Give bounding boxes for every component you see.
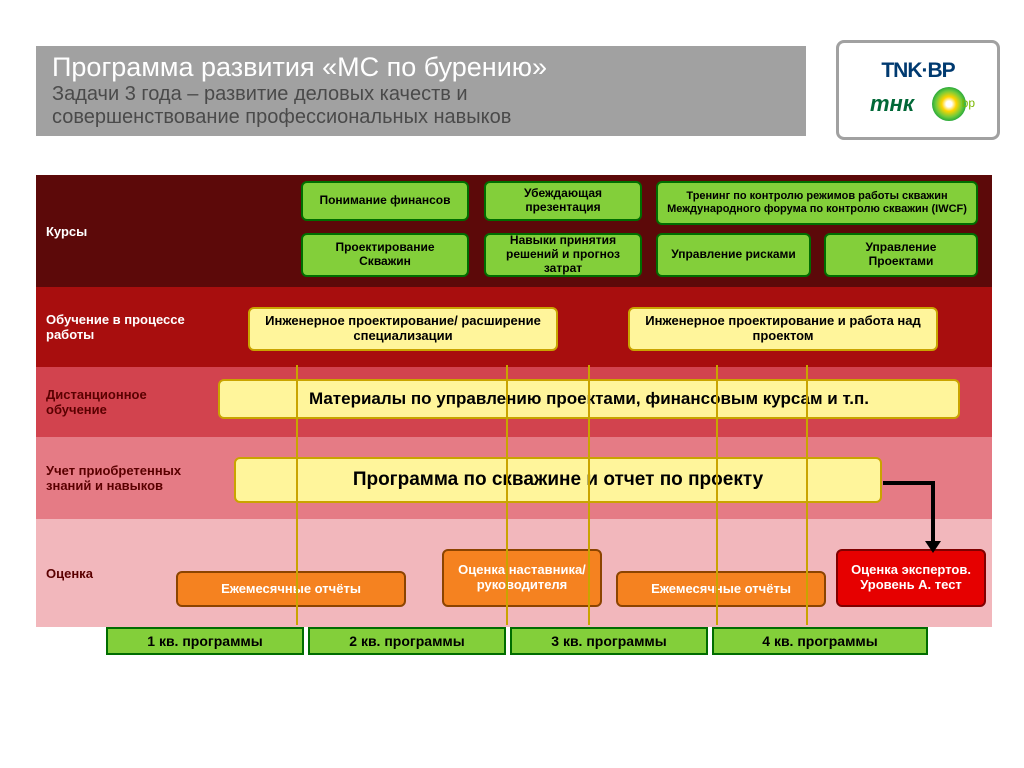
subtitle-1: Задачи 3 года – развитие деловых качеств… (52, 83, 790, 106)
subtitle-2: совершенствование профессиональных навык… (52, 106, 790, 129)
quarter-box: 1 кв. программы (106, 627, 304, 655)
row-ojt: Обучение в процессе работы Инженерное пр… (36, 287, 992, 367)
arrow-horiz (883, 481, 933, 485)
row-evaluation: Оценка Ежемесячные отчёты Оценка наставн… (36, 519, 992, 627)
quarter-box: 4 кв. программы (712, 627, 928, 655)
arrow-down (931, 481, 935, 543)
eval-box: Ежемесячные отчёты (616, 571, 826, 607)
quarter-box: 2 кв. программы (308, 627, 506, 655)
logo-top: TNK·BP (881, 59, 954, 83)
quarter-box: 3 кв. программы (510, 627, 708, 655)
connector (506, 365, 508, 625)
eval-box: Оценка наставника/ руководителя (442, 549, 602, 607)
eval-box: Ежемесячные отчёты (176, 571, 406, 607)
course-box: Понимание финансов (301, 181, 469, 221)
row-label-courses: Курсы (36, 175, 196, 287)
connector (588, 365, 590, 625)
ojt-box: Инженерное проектирование и работа над п… (628, 307, 938, 351)
course-box: Убеждающая презентация (484, 181, 642, 221)
connector (716, 365, 718, 625)
row-label-distance: Дистанционное обучение (36, 367, 196, 437)
ojt-box: Инженерное проектирование/ расширение сп… (248, 307, 558, 351)
page-title: Программа развития «МС по бурению» (52, 52, 790, 83)
row-label-ojt: Обучение в процессе работы (36, 287, 196, 367)
connector (296, 365, 298, 625)
row-courses: Курсы Понимание финансов Убеждающая през… (36, 175, 992, 287)
header-bar: Программа развития «МС по бурению» Задач… (36, 46, 806, 136)
row-knowledge: Учет приобретенных знаний и навыков Прог… (36, 437, 992, 519)
course-box: Управление рисками (656, 233, 811, 277)
logo-tnk: тнк (870, 91, 914, 117)
program-chart: Курсы Понимание финансов Убеждающая през… (36, 175, 992, 659)
course-box: Навыки принятия решений и прогноз затрат (484, 233, 642, 277)
row-quarters: 1 кв. программы 2 кв. программы 3 кв. пр… (36, 627, 992, 659)
logo-box: bp TNK·BP тнк (836, 40, 1000, 140)
course-box: Тренинг по контролю режимов работы скваж… (656, 181, 978, 225)
course-box: Управление Проектами (824, 233, 978, 277)
expert-eval-box: Оценка экспертов. Уровень А. тест (836, 549, 986, 607)
row-label-knowledge: Учет приобретенных знаний и навыков (36, 437, 196, 519)
connector (806, 365, 808, 625)
row-label-evaluation: Оценка (36, 519, 196, 627)
row-distance: Дистанционное обучение Материалы по упра… (36, 367, 992, 437)
program-report-box: Программа по скважине и отчет по проекту (234, 457, 882, 503)
course-box: Проектирование Скважин (301, 233, 469, 277)
